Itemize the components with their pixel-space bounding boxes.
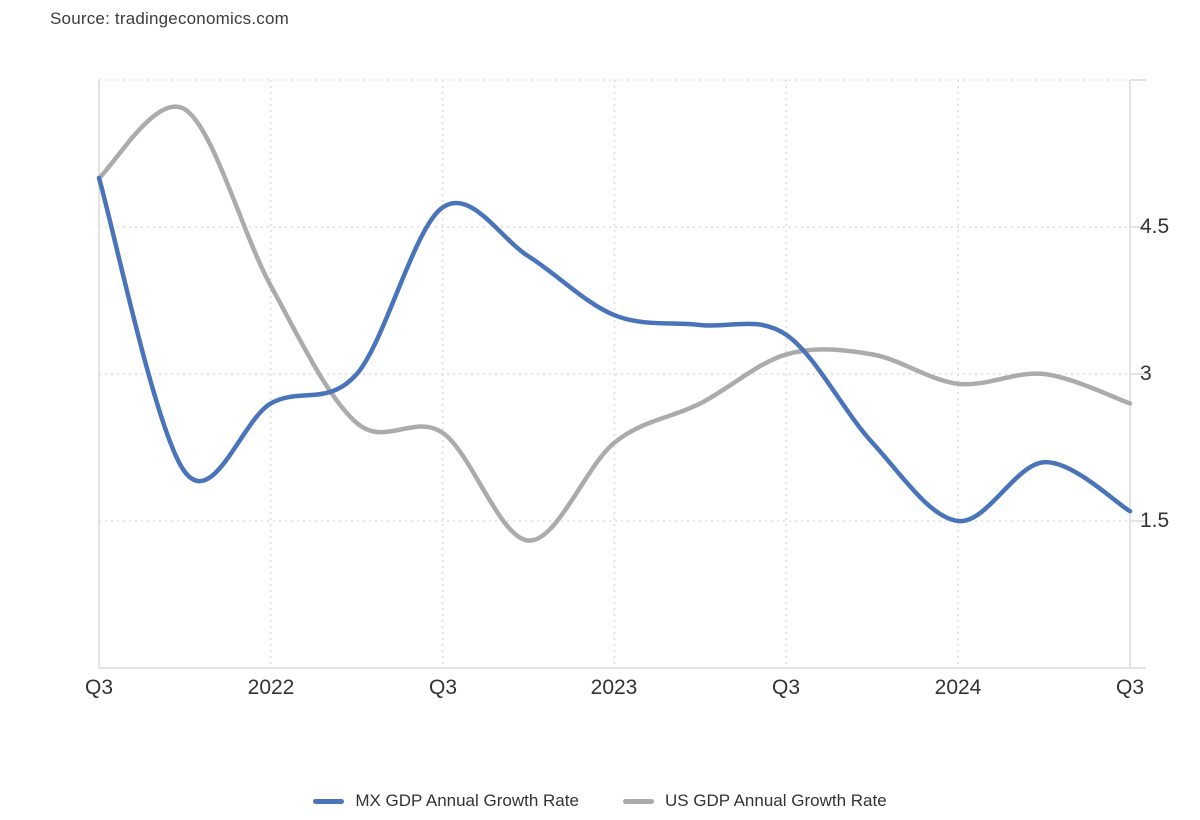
- us-series-label: US GDP Annual Growth Rate: [664, 791, 887, 810]
- mx-series-swatch: [313, 798, 345, 804]
- x-axis-tick-label: Q3: [84, 676, 114, 699]
- y-axis-tick-label: 4.5: [1140, 215, 1170, 238]
- x-axis-tick-label: 2023: [590, 676, 638, 699]
- legend-item-us[interactable]: US GDP Annual Growth Rate: [622, 791, 887, 811]
- us-series-swatch: [622, 798, 654, 804]
- source-label: Source: tradingeconomics.com: [50, 9, 289, 28]
- y-axis-tick-label: 1.5: [1140, 509, 1170, 532]
- y-axis-tick-label: 3: [1140, 362, 1152, 385]
- legend: MX GDP Annual Growth Rate US GDP Annual …: [0, 791, 1200, 811]
- x-axis-tick-label: Q3: [1115, 676, 1145, 699]
- x-axis-tick-label: Q3: [771, 676, 801, 699]
- x-axis-tick-label: 2024: [934, 676, 982, 699]
- legend-item-mx[interactable]: MX GDP Annual Growth Rate: [313, 791, 579, 811]
- x-axis-tick-label: 2022: [247, 676, 295, 699]
- x-axis-tick-label: Q3: [428, 676, 458, 699]
- mx-series-label: MX GDP Annual Growth Rate: [355, 791, 579, 810]
